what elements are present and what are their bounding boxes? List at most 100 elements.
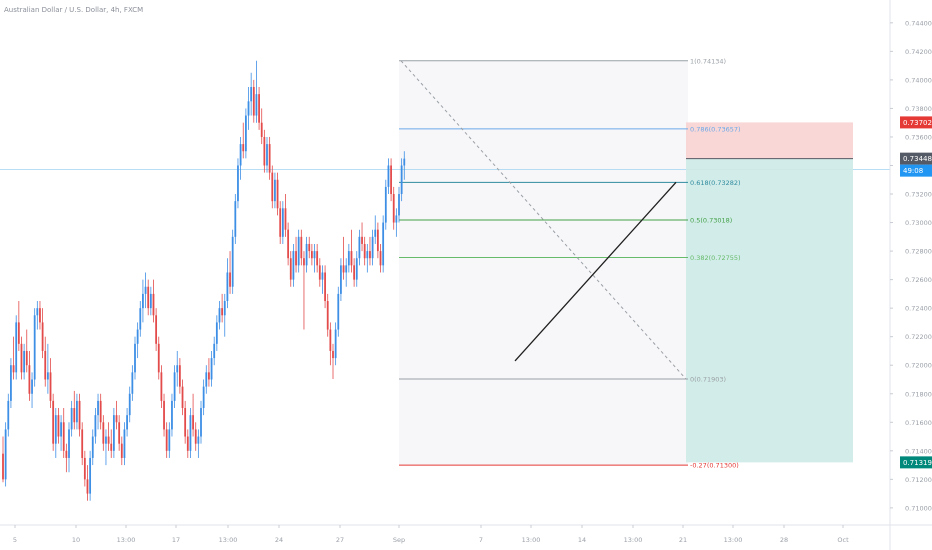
candles (2, 60, 406, 501)
y-tick-label: 0.74200 (905, 48, 932, 56)
candle-body (266, 144, 268, 166)
candle-body (31, 379, 33, 394)
candle-body (107, 436, 110, 444)
candle-body (171, 400, 173, 430)
candle-body (316, 251, 319, 266)
candle-body (165, 429, 168, 451)
position-zones (686, 122, 853, 463)
candle-body (210, 358, 213, 380)
x-tick-label: 10 (72, 536, 80, 544)
candle-body (149, 293, 152, 309)
candle-body (10, 365, 12, 401)
candle-body (376, 229, 379, 252)
candle-body (62, 422, 65, 451)
target-price-badge-bg (900, 456, 932, 469)
candle-body (221, 308, 224, 316)
candle-body (340, 265, 342, 294)
candle-body (17, 322, 20, 344)
candle-body (33, 315, 36, 380)
fib-level-label: 1(0.74134) (690, 57, 726, 65)
candle-body (112, 415, 115, 451)
y-tick-label: 0.71400 (905, 447, 932, 455)
candle-body (205, 372, 208, 387)
x-tick-label: 27 (336, 536, 344, 544)
drawings[interactable] (514, 181, 677, 362)
candle-body (163, 400, 165, 430)
x-tick-label: Oct (837, 536, 849, 544)
candle-body (68, 429, 70, 458)
candle-body (23, 350, 26, 373)
y-tick-label: 0.74400 (905, 19, 932, 27)
candle-body (52, 400, 55, 444)
candle-body (292, 251, 295, 280)
candle-body (379, 251, 382, 266)
fib-retracement[interactable]: 1(0.74134) 0.786(0.73657) 0.618(0.73282) 0.… (399, 57, 741, 470)
candle-body (73, 408, 76, 423)
stop-price-badge-bg (900, 116, 932, 129)
y-axis[interactable]: 0.74400 0.74200 0.74000 0.73800 0.73600 0.734… (889, 0, 932, 550)
candle-body (192, 415, 194, 430)
x-axis[interactable]: 5 10 13:00 17 13:00 24 27 Sep 7 13:00 14 13:00 21 13:… (0, 524, 932, 544)
candle-body (369, 251, 371, 259)
candle-body (118, 422, 121, 444)
candle-body (139, 308, 142, 330)
candle-body (81, 429, 84, 458)
candle-body (4, 429, 7, 480)
fib-level-label: 0.382(0.72755) (690, 254, 741, 262)
candle-body (155, 315, 158, 344)
candle-body (242, 144, 245, 152)
fib-level-label: -0.27(0.71300) (690, 462, 739, 470)
candle-body (105, 436, 107, 444)
countdown-badge: 49:08 (903, 167, 923, 175)
candle-body (173, 372, 176, 401)
candle-body (247, 101, 250, 116)
candle-body (76, 400, 78, 423)
candle-body (218, 308, 221, 323)
candle-body (237, 165, 239, 202)
candle-body (70, 408, 73, 430)
candle-body (28, 365, 31, 394)
candle-body (353, 265, 356, 280)
x-tick-label: 13:00 (624, 536, 643, 544)
candle-body (366, 251, 369, 259)
candle-body (176, 365, 179, 373)
candle-body (345, 265, 348, 273)
candle-body (186, 436, 189, 451)
candle-body (86, 479, 89, 494)
candle-body (200, 408, 202, 437)
candle-body (97, 400, 99, 416)
candle-body (102, 422, 105, 444)
candle-body (310, 251, 313, 259)
candle-body (136, 329, 139, 344)
candle-body (147, 286, 150, 309)
candle-body (347, 251, 350, 266)
current-price-badge-bg (900, 152, 932, 165)
candle-body (128, 393, 131, 416)
y-tick-label: 0.71600 (905, 419, 932, 427)
candle-body (390, 165, 392, 195)
candle-body (287, 229, 290, 259)
candle-body (244, 115, 247, 152)
x-tick-label: 28 (780, 536, 788, 544)
candle-body (189, 415, 192, 451)
y-tick-label: 0.72400 (905, 305, 932, 313)
candle-body (250, 87, 253, 102)
candle-body (332, 350, 334, 359)
y-tick-label: 0.72800 (905, 248, 932, 256)
y-tick-label: 0.73000 (905, 219, 932, 227)
x-tick-label: 24 (275, 536, 283, 544)
candle-body (54, 415, 57, 444)
candle-body (318, 265, 321, 280)
candle-body (7, 400, 10, 430)
candle-body (260, 122, 263, 137)
candle-body (15, 322, 18, 373)
y-tick-label: 0.73600 (905, 133, 932, 141)
candle-body (387, 165, 390, 187)
candle-body (229, 272, 231, 287)
candle-body (78, 400, 81, 430)
fib-level-label: 0.5(0.73018) (690, 216, 732, 224)
candle-body (208, 372, 210, 380)
candle-body (110, 443, 113, 451)
